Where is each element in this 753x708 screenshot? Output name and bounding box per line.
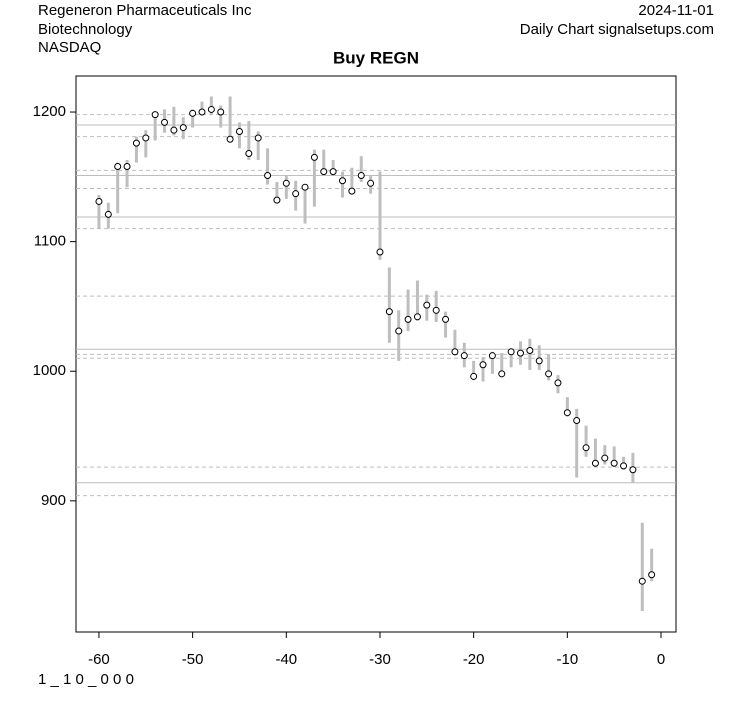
close-dot	[161, 118, 169, 126]
close-dot	[591, 459, 599, 467]
x-tick-label: -50	[182, 651, 204, 668]
close-dot	[460, 352, 468, 360]
close-dot	[648, 571, 656, 579]
close-dot	[432, 306, 440, 314]
close-dot	[179, 124, 187, 132]
x-tick-label: -10	[556, 651, 578, 668]
close-dot	[282, 179, 290, 187]
source: Daily Chart signalsetups.com	[520, 21, 714, 38]
close-dot	[357, 172, 365, 180]
close-dot	[217, 108, 225, 116]
close-dot	[610, 459, 618, 467]
exchange: NASDAQ	[38, 39, 101, 56]
close-dot	[545, 370, 553, 378]
close-dot	[451, 348, 459, 356]
footer: 1 _ 1 0 _ 0 0 0	[38, 671, 134, 688]
close-dot	[620, 462, 628, 470]
close-dot	[151, 111, 159, 119]
close-dot	[601, 454, 609, 462]
close-dot	[554, 379, 562, 387]
y-tick-label: 1000	[33, 362, 66, 379]
chart-title: Buy REGN	[333, 48, 419, 67]
close-dot	[479, 361, 487, 369]
x-tick-label: -40	[275, 651, 297, 668]
close-dot	[226, 135, 234, 143]
close-dot	[526, 347, 534, 355]
close-dot	[582, 444, 590, 452]
close-dot	[273, 196, 281, 204]
close-dot	[629, 466, 637, 474]
close-dot	[516, 349, 524, 357]
close-dot	[563, 409, 571, 417]
close-dot	[320, 168, 328, 176]
close-dot	[498, 370, 506, 378]
x-tick-label: -20	[463, 651, 485, 668]
close-dot	[404, 315, 412, 323]
close-dot	[235, 127, 243, 135]
close-dot	[95, 197, 103, 205]
close-dot	[114, 162, 122, 170]
close-dot	[292, 190, 300, 198]
close-dot	[442, 315, 450, 323]
close-dot	[104, 210, 112, 218]
close-dot	[367, 179, 375, 187]
close-dot	[329, 168, 337, 176]
x-tick-label: -30	[369, 651, 391, 668]
company: Regeneron Pharmaceuticals Inc	[38, 2, 252, 19]
sector: Biotechnology	[38, 21, 133, 38]
close-dot	[310, 153, 318, 161]
y-tick-label: 1200	[33, 103, 66, 120]
close-dot	[245, 150, 253, 158]
close-dot	[376, 248, 384, 256]
x-tick-label: -60	[88, 651, 110, 668]
close-dot	[385, 308, 393, 316]
close-dot	[339, 177, 347, 185]
close-dot	[423, 301, 431, 309]
close-dot	[395, 327, 403, 335]
date: 2024-11-01	[638, 2, 714, 19]
close-dot	[254, 134, 262, 142]
close-dot	[170, 126, 178, 134]
close-dot	[264, 172, 272, 180]
y-tick-label: 900	[41, 492, 66, 509]
plot-frame	[75, 75, 677, 633]
y-tick-label: 1100	[34, 233, 66, 250]
close-dot	[488, 352, 496, 360]
close-dot	[573, 416, 581, 424]
close-dot	[413, 313, 421, 321]
close-dot	[132, 139, 140, 147]
close-dot	[535, 357, 543, 365]
close-dot	[198, 108, 206, 116]
close-dot	[507, 348, 515, 356]
close-dot	[123, 162, 131, 170]
close-dot	[189, 109, 197, 117]
close-dot	[638, 577, 646, 585]
close-dot	[207, 105, 215, 113]
close-dot	[142, 134, 150, 142]
close-dot	[348, 187, 356, 195]
x-tick-label: 0	[657, 651, 665, 668]
close-dot	[301, 183, 309, 191]
close-dot	[470, 372, 478, 380]
